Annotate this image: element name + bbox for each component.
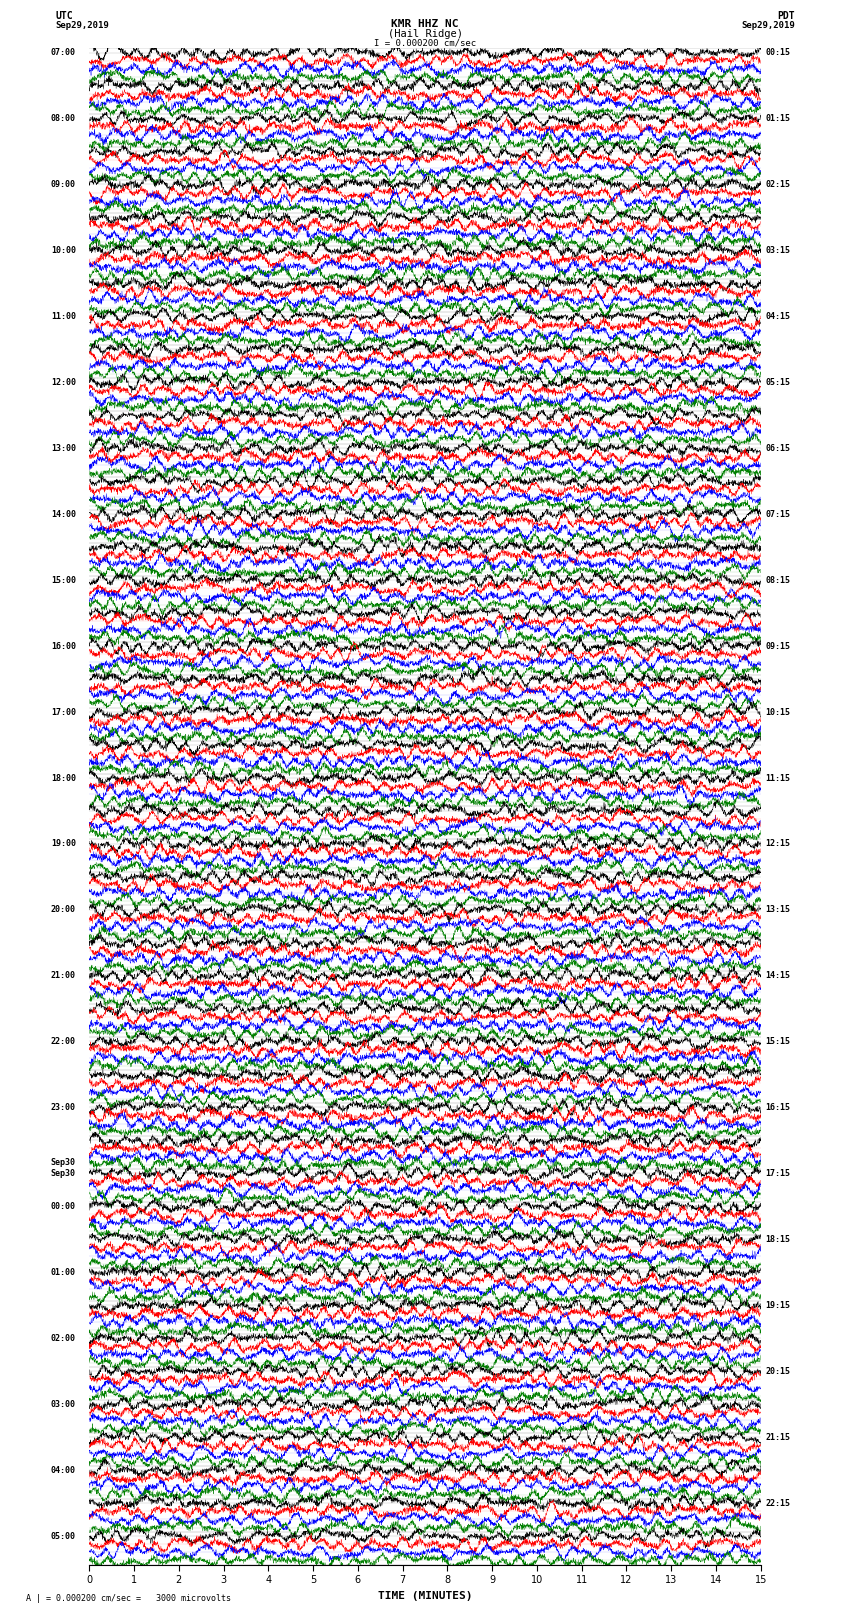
Text: Sep30: Sep30 <box>51 1158 76 1168</box>
Text: 12:15: 12:15 <box>765 839 790 848</box>
Text: 19:15: 19:15 <box>765 1302 790 1310</box>
Text: 10:00: 10:00 <box>51 247 76 255</box>
Text: 22:00: 22:00 <box>51 1037 76 1047</box>
Text: 15:00: 15:00 <box>51 576 76 586</box>
Text: 03:15: 03:15 <box>765 247 790 255</box>
Text: Sep29,2019: Sep29,2019 <box>55 21 109 31</box>
Text: 19:00: 19:00 <box>51 839 76 848</box>
Text: 16:15: 16:15 <box>765 1103 790 1111</box>
Text: 22:15: 22:15 <box>765 1498 790 1508</box>
Text: 00:00: 00:00 <box>51 1202 76 1211</box>
X-axis label: TIME (MINUTES): TIME (MINUTES) <box>377 1590 473 1600</box>
Text: Sep30: Sep30 <box>51 1169 76 1177</box>
Text: (Hail Ridge): (Hail Ridge) <box>388 29 462 39</box>
Text: 20:00: 20:00 <box>51 905 76 915</box>
Text: KMR HHZ NC: KMR HHZ NC <box>391 19 459 29</box>
Text: 02:15: 02:15 <box>765 181 790 189</box>
Text: 21:00: 21:00 <box>51 971 76 981</box>
Text: 04:00: 04:00 <box>51 1466 76 1474</box>
Text: 01:15: 01:15 <box>765 115 790 123</box>
Text: 13:15: 13:15 <box>765 905 790 915</box>
Text: Sep29,2019: Sep29,2019 <box>741 21 795 31</box>
Text: 05:00: 05:00 <box>51 1532 76 1540</box>
Text: 07:00: 07:00 <box>51 48 76 58</box>
Text: 07:15: 07:15 <box>765 510 790 519</box>
Text: 08:15: 08:15 <box>765 576 790 586</box>
Text: 12:00: 12:00 <box>51 377 76 387</box>
Text: 11:00: 11:00 <box>51 311 76 321</box>
Text: 13:00: 13:00 <box>51 444 76 453</box>
Text: 16:00: 16:00 <box>51 642 76 650</box>
Text: 04:15: 04:15 <box>765 311 790 321</box>
Text: I = 0.000200 cm/sec: I = 0.000200 cm/sec <box>374 39 476 48</box>
Text: 20:15: 20:15 <box>765 1366 790 1376</box>
Text: 17:15: 17:15 <box>765 1169 790 1177</box>
Text: A | = 0.000200 cm/sec =   3000 microvolts: A | = 0.000200 cm/sec = 3000 microvolts <box>26 1594 230 1603</box>
Text: 09:00: 09:00 <box>51 181 76 189</box>
Text: 01:00: 01:00 <box>51 1268 76 1277</box>
Text: 21:15: 21:15 <box>765 1432 790 1442</box>
Text: 09:15: 09:15 <box>765 642 790 650</box>
Text: 03:00: 03:00 <box>51 1400 76 1408</box>
Text: 14:00: 14:00 <box>51 510 76 519</box>
Text: 11:15: 11:15 <box>765 774 790 782</box>
Text: 08:00: 08:00 <box>51 115 76 123</box>
Text: 05:15: 05:15 <box>765 377 790 387</box>
Text: 14:15: 14:15 <box>765 971 790 981</box>
Text: 18:15: 18:15 <box>765 1236 790 1244</box>
Text: 17:00: 17:00 <box>51 708 76 716</box>
Text: 06:15: 06:15 <box>765 444 790 453</box>
Text: 15:15: 15:15 <box>765 1037 790 1047</box>
Text: 18:00: 18:00 <box>51 774 76 782</box>
Text: 02:00: 02:00 <box>51 1334 76 1344</box>
Text: UTC: UTC <box>55 11 73 21</box>
Text: PDT: PDT <box>777 11 795 21</box>
Text: 10:15: 10:15 <box>765 708 790 716</box>
Text: 00:15: 00:15 <box>765 48 790 58</box>
Text: 23:00: 23:00 <box>51 1103 76 1111</box>
